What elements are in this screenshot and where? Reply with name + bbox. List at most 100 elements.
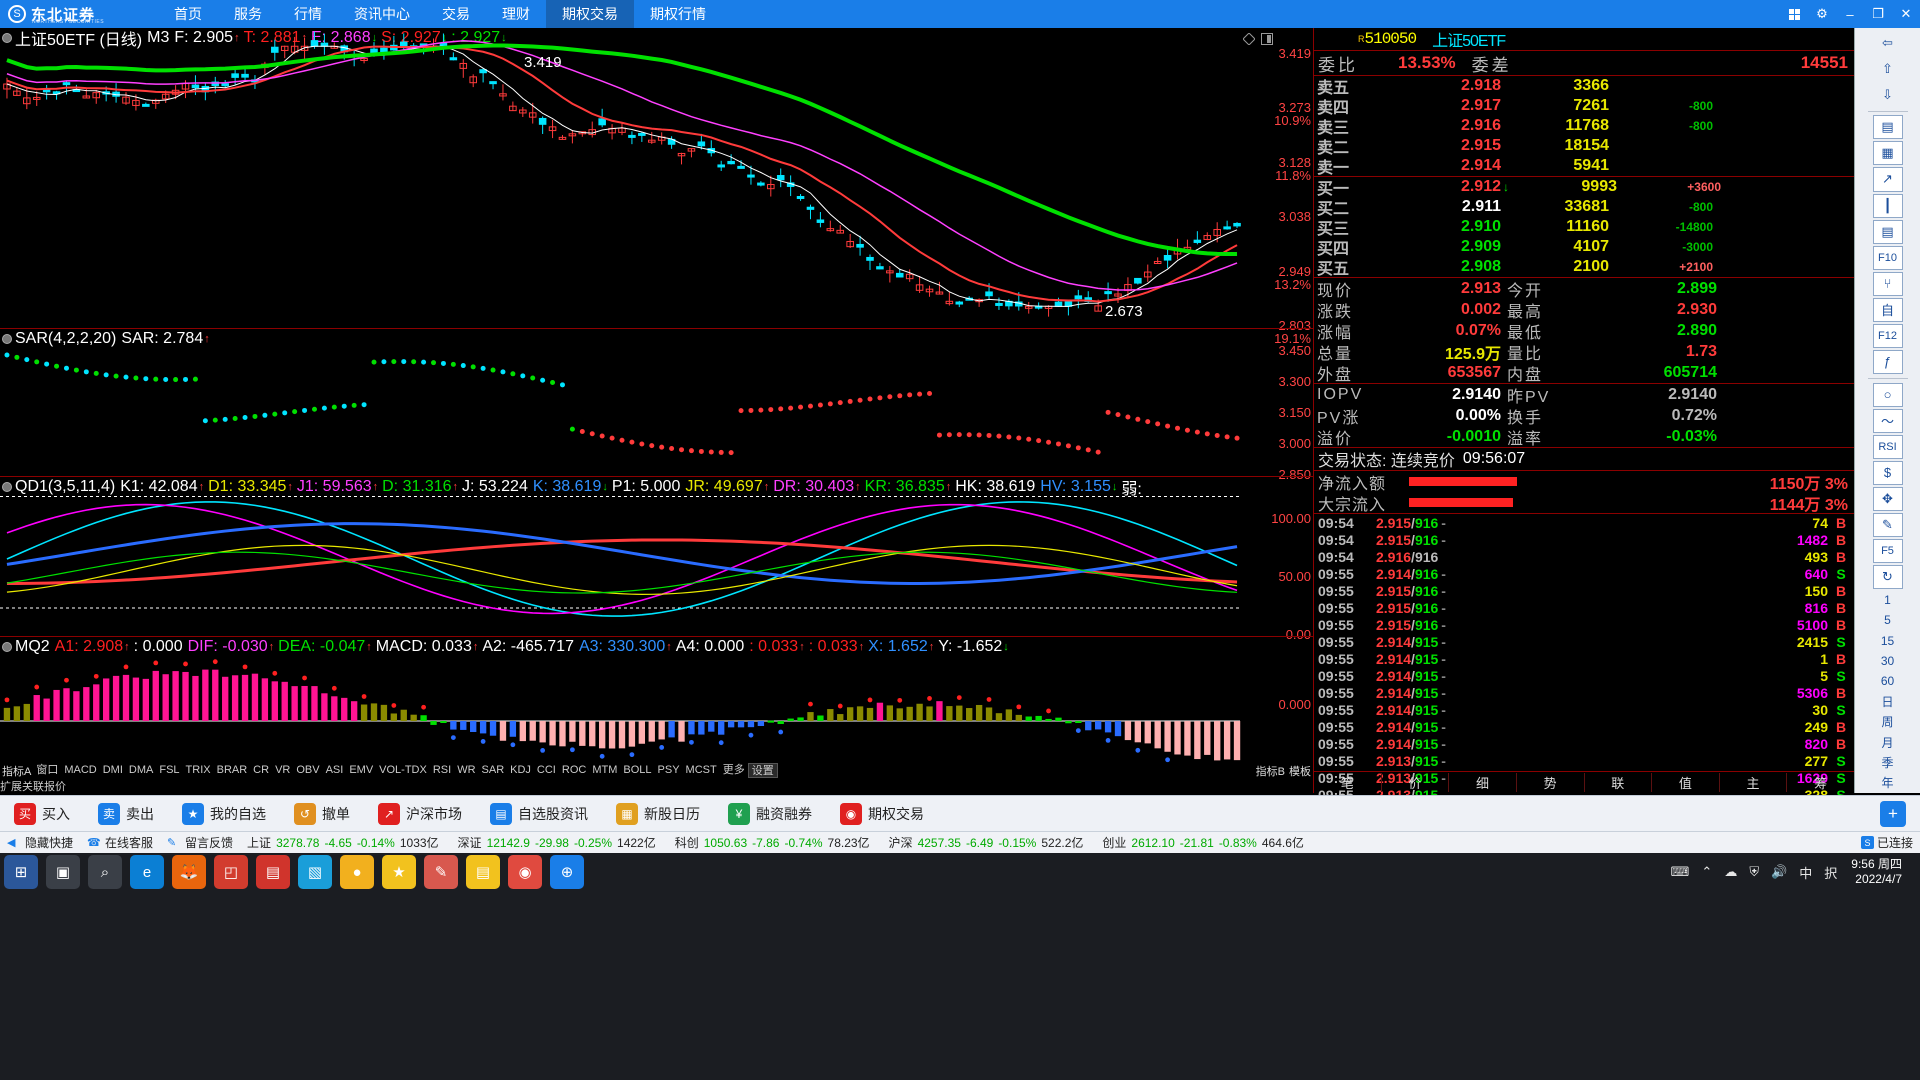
circle-icon[interactable]: ○ <box>1872 382 1903 407</box>
index-4[interactable]: 创业 2612.10 -21.81 -0.83% 464.6亿 <box>1095 834 1316 851</box>
quote-footer-tab-6[interactable]: 主 <box>1720 773 1788 792</box>
tick-row[interactable]: 09:55 2.914/915- 2415 S <box>1314 633 1854 650</box>
bid-row[interactable]: 买二 2.911 33681 -800 <box>1314 197 1854 218</box>
chrome-icon[interactable]: ● <box>340 855 374 889</box>
indicator-btn-cr[interactable]: CR <box>253 764 270 776</box>
rail-period-15[interactable]: 15 <box>1880 633 1895 648</box>
indicator-btn-mcst[interactable]: MCST <box>685 764 717 776</box>
globe-icon[interactable]: ⊕ <box>550 855 584 889</box>
tick-row[interactable]: 09:55 2.914/915- 249 B <box>1314 718 1854 735</box>
mq2-chart-pane[interactable]: MQ2 A1: 2.908 ↑: 0.000 DIF: -0.030 ↑ DEA: -0.… <box>0 636 1313 776</box>
indicator-toolbar[interactable]: 指标A 窗口 MACD DMI DMA FSL TRIX BRAR CR VR OBV ASI EM… <box>0 763 1313 778</box>
bid-row[interactable]: 买四 2.909 4107 -3000 <box>1314 237 1854 258</box>
tick-row[interactable]: 09:55 2.914/915- 5 S <box>1314 667 1854 684</box>
folder-icon[interactable]: ▤ <box>466 855 500 889</box>
index-2[interactable]: 科创 1050.63 -7.86 -0.74% 78.23亿 <box>668 834 882 851</box>
gear-icon[interactable]: ⚙ <box>1816 6 1828 21</box>
f5-icon[interactable]: F5 <box>1872 538 1903 563</box>
rail-period-5[interactable]: 5 <box>1884 613 1891 628</box>
tick-row[interactable]: 09:55 2.915/916- 816 B <box>1314 599 1854 616</box>
indicator-btn-brar[interactable]: BRAR <box>216 764 248 776</box>
rail-cycle-3[interactable]: 季 <box>1881 756 1894 771</box>
template-label[interactable]: 模板 <box>1289 765 1311 778</box>
input-mode[interactable]: 択 <box>1824 865 1838 881</box>
pdf-icon[interactable]: ▤ <box>256 855 290 889</box>
start-icon[interactable]: ⊞ <box>4 855 38 889</box>
tick-row[interactable]: 09:55 2.915/916- 150 B <box>1314 582 1854 599</box>
rail-period-30[interactable]: 30 <box>1880 653 1895 668</box>
expand-label[interactable]: 扩展 <box>0 780 22 793</box>
keyboard-icon[interactable]: ⌨ <box>1670 864 1690 879</box>
f10-icon[interactable]: F10 <box>1872 245 1903 270</box>
edge-icon[interactable]: e <box>130 855 164 889</box>
quick-sell-button[interactable]: 卖卖出 <box>84 796 168 832</box>
indicator-btn-trix[interactable]: TRIX <box>185 764 211 776</box>
minimize-button[interactable]: – <box>1846 6 1854 22</box>
qd1-chart-pane[interactable]: QD1(3,5,11,4) K1: 42.084 ↑ D1: 33.345 ↑ J1: 5… <box>0 476 1313 642</box>
pane-collapse-icon[interactable] <box>2 334 12 344</box>
indicator-btn-roc[interactable]: ROC <box>561 764 587 776</box>
indicator-btn-dma[interactable]: DMA <box>128 764 154 776</box>
quick-option-button[interactable]: ◉ 期权交易 <box>826 796 938 832</box>
rail-cycle-0[interactable]: 日 <box>1881 695 1894 710</box>
photos-icon[interactable]: ▧ <box>298 855 332 889</box>
nav-item-6[interactable]: 期权交易 <box>546 0 634 28</box>
nav-item-2[interactable]: 行情 <box>294 6 322 22</box>
arrow-down-icon[interactable]: ⇩ <box>1882 86 1893 102</box>
bid-row[interactable]: 买一 2.912 ↓ 9993 +3600 <box>1314 177 1854 198</box>
cloud-icon[interactable]: ☁ <box>1724 864 1738 879</box>
index-1[interactable]: 深证 12142.9 -29.98 -0.25% 1422亿 <box>451 834 668 851</box>
refresh-icon[interactable]: ↻ <box>1872 564 1903 589</box>
shield-icon[interactable]: ⛨ <box>1749 864 1760 879</box>
indicator-btn-cci[interactable]: CCI <box>536 764 556 776</box>
star-app-icon[interactable]: ★ <box>382 855 416 889</box>
candlestick-icon[interactable]: ┃ <box>1872 193 1903 218</box>
indicator-btn-[interactable]: 更多 <box>722 764 745 776</box>
restore-button[interactable]: ❐ <box>1872 6 1884 21</box>
quote-footer-tab-3[interactable]: 势 <box>1517 773 1585 792</box>
tick-row[interactable]: 09:55 2.914/915- 30 S <box>1314 701 1854 718</box>
bid-row[interactable]: 买三 2.910 11160 -14800 <box>1314 217 1854 238</box>
rail-period-1[interactable]: 1 <box>1884 592 1891 607</box>
ask-row[interactable]: 卖五 2.918 3366 <box>1314 76 1854 97</box>
pane-collapse-icon[interactable] <box>2 642 12 652</box>
indicator-btn-[interactable]: 设置 <box>747 763 778 778</box>
input-cn[interactable]: 中 <box>1799 865 1813 881</box>
indicator-btn-mtm[interactable]: MTM <box>592 764 618 776</box>
trend-line-icon[interactable]: ↗ <box>1872 167 1903 192</box>
price-chart-pane[interactable]: 上证50ETF (日线)M3F: 2.905↑T: 2.881↑E: 2.868… <box>0 28 1313 346</box>
ask-row[interactable]: 卖四 2.917 7261 -800 <box>1314 96 1854 117</box>
self-icon[interactable]: 自 <box>1872 297 1903 322</box>
chart-app-icon[interactable]: ◰ <box>214 855 248 889</box>
nav-item-5[interactable]: 理财 <box>502 6 530 22</box>
rail-cycle-4[interactable]: 年 <box>1881 776 1894 791</box>
rail-cycle-2[interactable]: 月 <box>1881 735 1894 750</box>
quick-market-button[interactable]: ↗ 沪深市场 <box>364 796 476 832</box>
quote-footer-tab-4[interactable]: 联 <box>1585 773 1653 792</box>
index-0[interactable]: 上证 3278.78 -4.65 -0.14% 1033亿 <box>240 834 451 851</box>
pane-collapse-icon[interactable] <box>2 482 12 492</box>
diamond-icon[interactable] <box>1242 32 1256 50</box>
panel-toggle-icon[interactable] <box>1261 32 1273 50</box>
bid-row[interactable]: 买五 2.908 2100 +2100 <box>1314 257 1854 278</box>
quick-star-button[interactable]: ★ 我的自选 <box>168 796 280 832</box>
quote-footer-tab-2[interactable]: 细 <box>1449 773 1517 792</box>
indicator-btn-obv[interactable]: OBV <box>296 764 320 776</box>
add-shortcut-button[interactable]: + <box>1880 800 1906 827</box>
grid-table-icon[interactable]: ▦ <box>1872 141 1903 166</box>
nav-item-0[interactable]: 首页 <box>174 6 202 22</box>
nav-item-7[interactable]: 期权行情 <box>650 6 706 22</box>
indicator-btn-vr[interactable]: VR <box>275 764 291 776</box>
ask-order-book[interactable]: 卖五 2.918 3366 卖四 2.917 7261 -800 卖三 2.916 11768 -8… <box>1314 76 1854 177</box>
f12-icon[interactable]: F12 <box>1872 323 1903 348</box>
trade-app-icon[interactable]: ◉ <box>508 855 542 889</box>
right-icon-rail[interactable]: ⇦ ⇧ ⇩ ▤ ▦ ↗ ┃ ▤ F10 ⑂ 自 F12 ƒ ○ 〜 RSI $ ✥ ✎ F5 ↻ 1 5 15 30 60 日周月季… <box>1854 28 1920 793</box>
sar-chart-pane[interactable]: SAR(4,2,2,20) SAR: 2.784 ↑ 3.450 3.300 3.150… <box>0 328 1313 482</box>
indicator-btn-asi[interactable]: ASI <box>325 764 344 776</box>
index-3[interactable]: 沪深 4257.35 -6.49 -0.15% 522.2亿 <box>882 834 1096 851</box>
quick-news-button[interactable]: ▤ 自选股资讯 <box>476 796 602 832</box>
quick-buy-button[interactable]: 买买入 <box>0 796 84 832</box>
quick-margin-button[interactable]: ¥ 融资融券 <box>714 796 826 832</box>
nav-item-4[interactable]: 交易 <box>442 6 470 22</box>
pencil-icon[interactable]: ✎ <box>1872 512 1903 537</box>
